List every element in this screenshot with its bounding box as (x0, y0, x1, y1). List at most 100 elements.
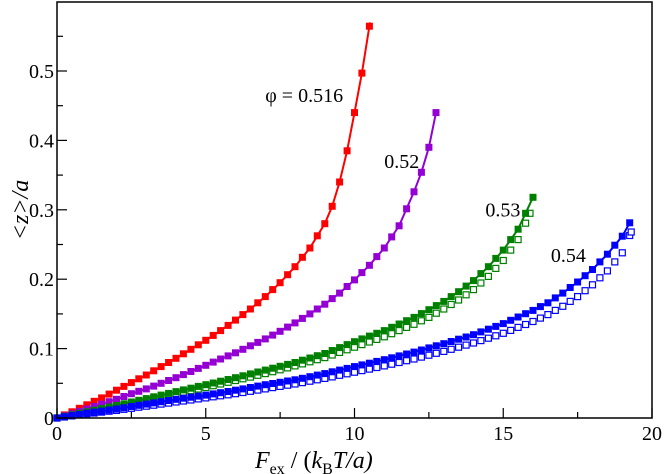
data-point (507, 236, 515, 244)
data-point (455, 288, 463, 296)
x-tick-label: 0 (52, 423, 62, 445)
y-tick-label: 0.5 (29, 61, 54, 83)
x-tick-label: 20 (642, 423, 662, 445)
data-point-open (462, 341, 470, 349)
data-point (157, 391, 165, 399)
data-point (403, 317, 411, 325)
data-point (313, 352, 321, 360)
data-point (127, 390, 135, 398)
data-point (75, 410, 83, 418)
data-point (194, 341, 202, 349)
data-point (142, 371, 150, 379)
data-point (269, 380, 277, 387)
data-point (462, 333, 470, 341)
data-point (291, 263, 299, 271)
data-point-open (410, 320, 418, 328)
data-point (276, 378, 284, 386)
data-point (105, 398, 113, 406)
data-point (127, 398, 135, 406)
data-point-open (492, 332, 500, 340)
data-point (120, 404, 128, 412)
data-point (254, 299, 262, 307)
data-point-open (499, 329, 507, 337)
data-point (403, 205, 411, 213)
data-point (209, 379, 217, 387)
data-point (217, 389, 225, 397)
data-point (135, 401, 143, 409)
data-point (559, 289, 567, 297)
data-point (328, 368, 336, 376)
data-point (224, 321, 232, 329)
data-point (351, 338, 358, 346)
data-point (432, 342, 440, 350)
data-point-open (544, 311, 552, 319)
data-point (284, 271, 292, 279)
data-point (142, 385, 150, 393)
data-point-open (581, 287, 589, 295)
data-point (447, 293, 455, 301)
data-point (596, 258, 604, 266)
data-point (179, 386, 187, 394)
data-point (127, 379, 135, 387)
data-point (336, 344, 344, 352)
data-point (618, 232, 626, 240)
data-point (455, 335, 463, 343)
data-point-open (455, 296, 463, 304)
data-point (313, 232, 321, 240)
data-point-open (425, 351, 433, 359)
data-point (179, 371, 187, 379)
data-point (336, 366, 344, 374)
data-point (224, 376, 232, 383)
data-point (98, 407, 106, 415)
series--0.54 (53, 219, 634, 422)
data-point (410, 313, 418, 321)
data-point-open (477, 337, 485, 345)
data-point (499, 320, 507, 328)
data-point (150, 393, 158, 401)
y-tick-label: 0.3 (29, 200, 54, 222)
data-point-open (395, 358, 403, 367)
y-tick-label: 0.4 (29, 130, 54, 152)
data-point (246, 342, 254, 350)
data-point-open (410, 355, 418, 363)
data-point (380, 244, 388, 252)
data-point (269, 331, 277, 339)
data-point-open (588, 281, 597, 289)
data-point (239, 372, 247, 380)
data-point-open (432, 349, 440, 357)
data-point (395, 320, 403, 328)
data-point (276, 279, 284, 287)
data-point (83, 401, 91, 409)
data-point-open (566, 297, 574, 305)
data-point (254, 338, 262, 346)
data-point (157, 398, 165, 406)
data-point (477, 270, 485, 278)
data-point (321, 350, 329, 357)
data-point (120, 393, 128, 400)
data-point (232, 349, 239, 357)
data-point-open (403, 323, 411, 331)
data-point (358, 361, 366, 369)
data-point (351, 109, 358, 117)
data-point-open (365, 365, 373, 373)
data-point (187, 368, 195, 375)
data-point-open (469, 339, 478, 347)
data-point (351, 363, 358, 371)
data-point (388, 233, 396, 241)
data-point (410, 188, 418, 196)
data-point (276, 327, 284, 335)
data-point-open (373, 335, 381, 343)
data-point (202, 336, 210, 344)
data-point (113, 405, 120, 413)
data-point (358, 69, 366, 77)
data-point (425, 344, 433, 352)
data-point (373, 253, 381, 261)
data-point-open (440, 347, 448, 355)
data-point (142, 395, 150, 403)
data-point (187, 345, 195, 353)
data-point (566, 284, 574, 291)
data-point (105, 406, 113, 414)
data-point (328, 347, 336, 354)
data-point (194, 382, 202, 390)
data-point (373, 357, 381, 365)
